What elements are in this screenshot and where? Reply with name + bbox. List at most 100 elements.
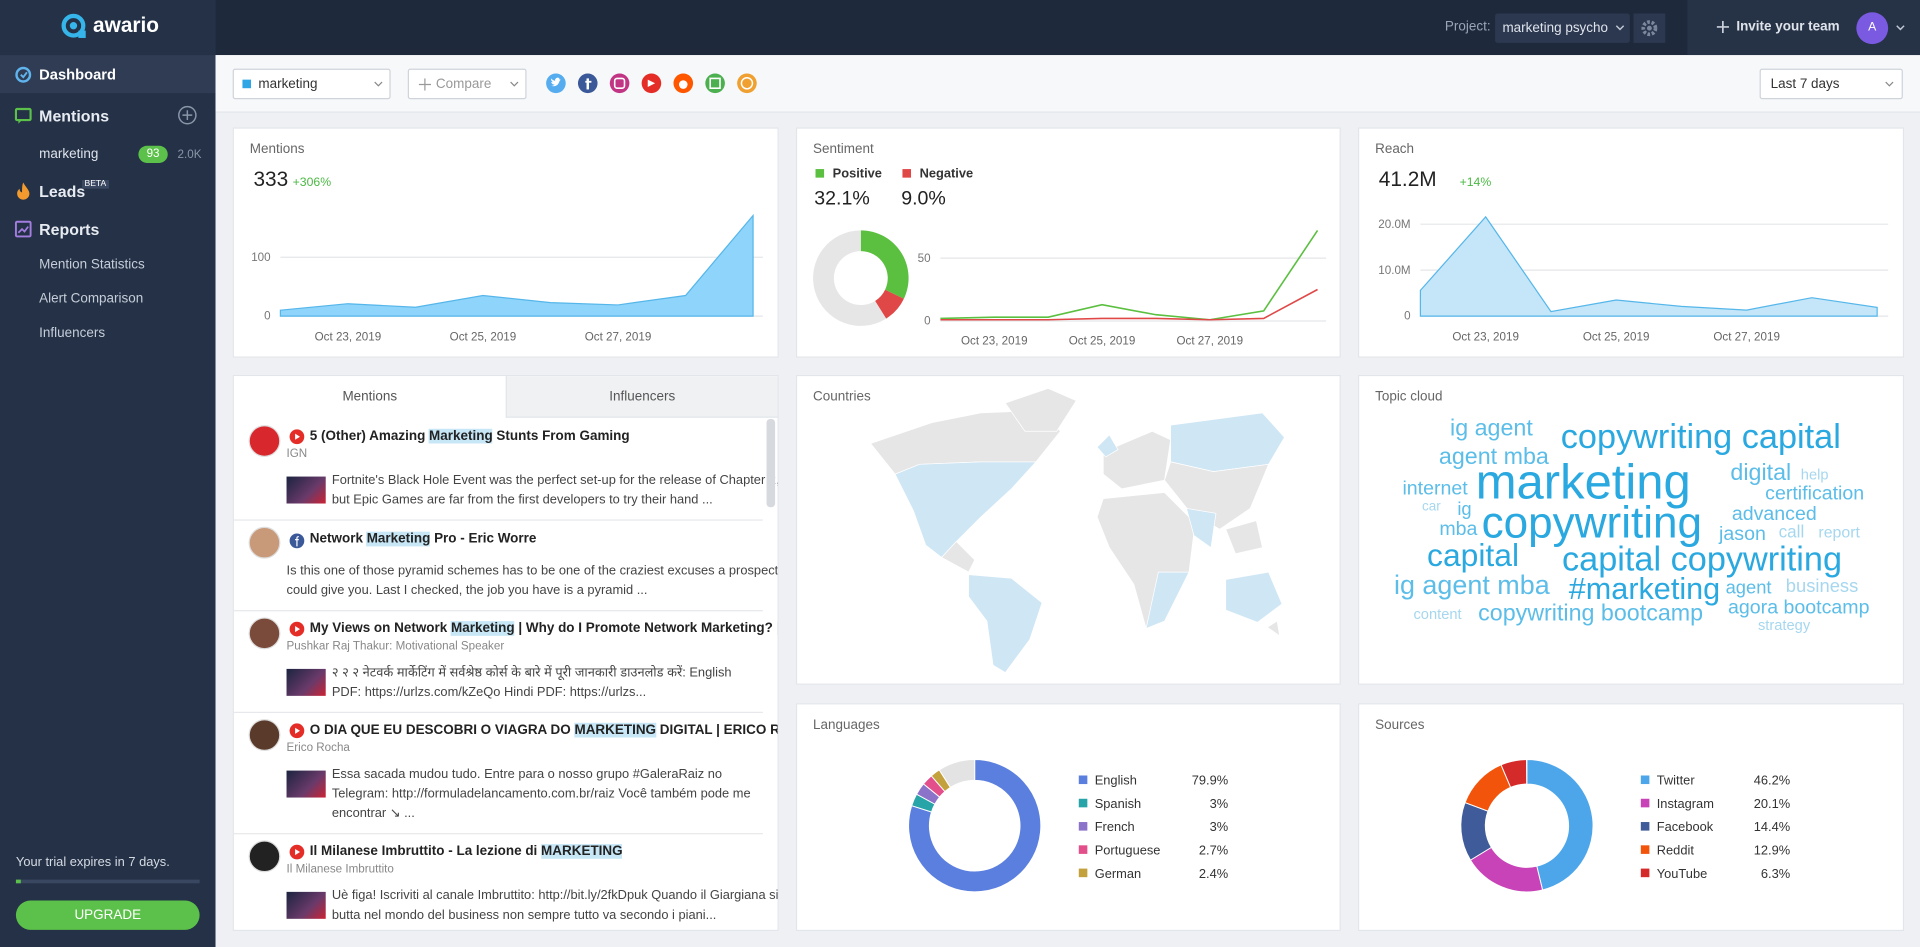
video-thumbnail <box>286 891 326 919</box>
legend-label: English <box>1095 773 1137 788</box>
add-alert[interactable] <box>178 105 198 125</box>
scrollbar[interactable] <box>766 418 776 508</box>
mention-text: encontrar ↘ ... <box>331 806 415 821</box>
keyword-highlight: Marketing <box>366 531 431 547</box>
project-name: marketing psycho <box>1502 20 1609 36</box>
invite-team[interactable]: Invite your team <box>1736 19 1840 35</box>
x-tick-label: Oct 25, 2019 <box>1069 334 1136 347</box>
plus-icon <box>418 78 432 91</box>
user-avatar[interactable]: A <box>1856 12 1889 45</box>
topic-word: ig <box>1457 498 1471 519</box>
report-link[interactable]: Mention Statistics <box>39 257 145 272</box>
value-label: 20.1% <box>1754 796 1790 811</box>
upgrade-button[interactable]: UPGRADE <box>15 900 200 930</box>
mention-text: could give you. Last I checked, the job … <box>286 583 648 598</box>
x-tick-label: Oct 27, 2019 <box>1177 334 1244 347</box>
trial-bar <box>15 879 200 884</box>
report-link[interactable]: Alert Comparison <box>39 291 144 307</box>
reach-card: Reach 41.2M +14% 0 10.0M 20.0M Oct 23, 2019… <box>1357 127 1905 358</box>
x-tick-label: Oct 27, 2019 <box>585 331 652 344</box>
legend-swatch <box>1640 775 1650 785</box>
keyword-highlight: MARKETING <box>574 722 657 738</box>
title-text: O DIA QUE EU DESCOBRI O VIAGRA DO <box>309 722 575 738</box>
chevron <box>374 81 383 87</box>
title-text: My Views on Network <box>309 621 452 636</box>
mentions-feed: Mentions Influencers 5 (Other) Amazing M… <box>232 374 779 932</box>
nav-leads[interactable]: Leads <box>39 182 86 201</box>
youtube-icon <box>289 429 305 445</box>
feed-items: 5 (Other) Amazing Marketing Stunts From … <box>233 419 779 930</box>
chart-svg: Twitter 46.2% Instagram 20.1% Facebook 14.4% R… <box>1460 759 1790 893</box>
report-link[interactable]: Influencers <box>39 325 106 341</box>
alert-select[interactable]: marketing <box>232 68 391 100</box>
tab-active[interactable]: Mentions <box>233 376 506 419</box>
project-select[interactable]: marketing psycho <box>1495 13 1630 43</box>
legend-swatch <box>1640 822 1650 831</box>
reach-total: 41.2M <box>1378 167 1437 192</box>
legend-swatch <box>1078 845 1088 854</box>
mention-text: Is this one of those pyramid schemes has… <box>286 563 779 579</box>
legend-label: Negative <box>920 166 974 181</box>
topic-word: agora bootcamp <box>1728 596 1870 618</box>
value-label: 2.7% <box>1199 843 1228 858</box>
legend-swatch <box>1640 845 1650 854</box>
nav-mentions[interactable]: Mentions <box>39 106 110 125</box>
donut-slice <box>860 230 909 299</box>
mention-author: Erico Rocha <box>286 741 350 755</box>
mention-body: Essa sacada mudou tudo. Entre para o nos… <box>286 764 754 823</box>
mention-body: Is this one of those pyramid schemes has… <box>286 561 779 600</box>
settings-button[interactable] <box>1633 13 1666 43</box>
youtube-icon <box>289 723 305 739</box>
legend-swatch <box>1640 868 1650 878</box>
legend-swatch <box>1078 822 1088 831</box>
tab[interactable]: Influencers <box>505 376 778 418</box>
alert-name[interactable]: marketing <box>39 147 99 162</box>
y-tick-label: 100 <box>251 251 271 264</box>
donut-slice <box>1526 759 1594 891</box>
alert-new: 93 <box>138 145 168 163</box>
mentions-change: +306% <box>292 176 332 190</box>
active-row[interactable] <box>0 55 216 94</box>
nav-dashboard[interactable]: Dashboard <box>39 66 116 84</box>
legend-swatch <box>1078 798 1088 808</box>
value-label: 79.9% <box>1192 773 1228 788</box>
languages-card: Languages English 79.9% Spanish 3% French 3% P… <box>795 703 1341 932</box>
author-avatar <box>248 840 281 873</box>
line <box>940 229 1319 321</box>
chevron <box>1896 25 1905 31</box>
area <box>279 213 754 317</box>
card-title: Topic cloud <box>1375 389 1443 405</box>
reach-change: +14% <box>1459 176 1492 190</box>
source-filters[interactable] <box>544 72 764 97</box>
period-select[interactable]: Last 7 days <box>1759 68 1903 100</box>
mention-text: butta nel mondo del business non sempre … <box>331 907 717 923</box>
facebook-icon <box>289 533 305 549</box>
video-thumbnail <box>286 770 326 798</box>
trial-note: Your trial expires in 7 days. <box>15 855 170 870</box>
topic-cloud-card: Topic cloud ig agent copywriting capital a… <box>1357 374 1905 685</box>
value-label: 14.4% <box>1754 819 1790 834</box>
card-title: Sentiment <box>813 142 874 157</box>
mention-author: IGN <box>286 447 308 461</box>
topic-word: #marketing <box>1569 572 1720 606</box>
topic-word: advanced <box>1732 503 1817 525</box>
donut-slice <box>875 289 904 319</box>
topic-word: report <box>1818 524 1860 541</box>
mention-text: Essa sacada mudou tudo. Entre para o nos… <box>331 766 723 782</box>
mention-text: but Epic Games are far from the first de… <box>331 492 713 508</box>
mentions-card: Mentions 333 +306% 0 100 Oct 23, 2019 Oct 2… <box>232 127 779 358</box>
icon-glyph <box>295 626 301 633</box>
title-text: Network <box>309 531 367 547</box>
mention-item: O DIA QUE EU DESCOBRI O VIAGRA DO MARKET… <box>233 713 778 835</box>
value-label: 3% <box>1210 819 1229 834</box>
icon-glyph <box>295 848 301 856</box>
nav-reports[interactable]: Reports <box>39 220 100 239</box>
mention-author: Il Milanese Imbruttito <box>286 862 394 876</box>
donut-rest <box>938 759 976 789</box>
mention-title: O DIA QUE EU DESCOBRI O VIAGRA DO MARKET… <box>287 722 778 740</box>
line <box>940 288 1318 321</box>
legend-label: Instagram <box>1657 796 1714 811</box>
compare-select[interactable]: Compare <box>407 68 527 100</box>
youtube-icon <box>289 844 305 860</box>
